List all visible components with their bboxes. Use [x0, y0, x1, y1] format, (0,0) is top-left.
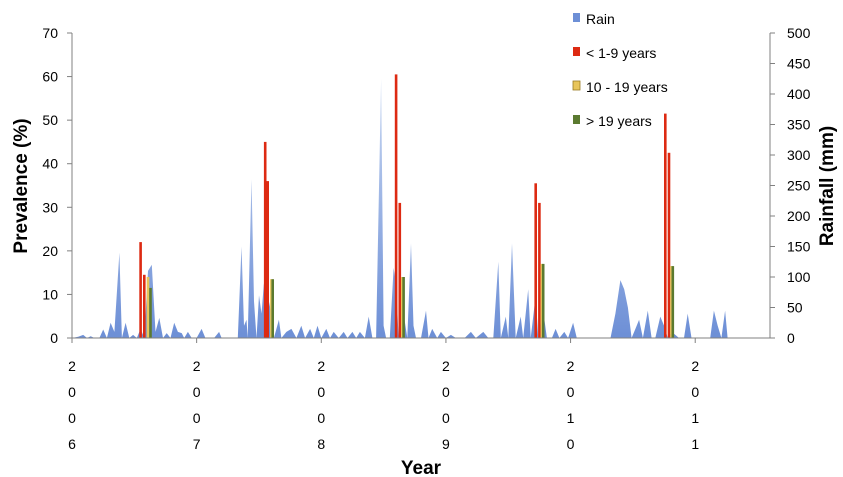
x-tick-label-digit: 2 — [567, 358, 575, 374]
right-tick-label: 100 — [787, 269, 811, 285]
right-tick-label: 400 — [787, 86, 811, 102]
bar--19-years — [149, 287, 152, 338]
x-tick-label-digit: 0 — [442, 384, 450, 400]
x-tick-label-digit: 0 — [193, 410, 201, 426]
x-tick-label-digit: 0 — [442, 410, 450, 426]
legend-swatch — [573, 13, 580, 22]
x-tick-label-digit: 0 — [691, 384, 699, 400]
bar--1-9-years — [139, 242, 142, 338]
legend-label: Rain — [586, 11, 615, 27]
x-tick-label-digit: 1 — [567, 410, 575, 426]
left-tick-label: 0 — [50, 330, 58, 346]
bar--1-9-years — [266, 181, 269, 338]
left-tick-label: 30 — [42, 199, 58, 215]
bar--1-9-years — [664, 113, 667, 338]
x-tick-label-digit: 0 — [567, 384, 575, 400]
legend-label: < 1-9 years — [586, 45, 656, 61]
bars-layer — [139, 74, 675, 339]
legend-swatch — [573, 47, 580, 56]
bar--19-years — [671, 266, 675, 338]
bar--1-9-years — [263, 141, 267, 338]
bar--19-years — [541, 263, 545, 338]
left-tick-label: 10 — [42, 286, 58, 302]
right-tick-label: 300 — [787, 147, 811, 163]
x-tick-label-digit: 0 — [317, 410, 325, 426]
bar--1-9-years — [143, 274, 146, 338]
left-tick-label: 70 — [42, 25, 58, 41]
legend: Rain < 1-9 years 10 - 19 years > 19 years — [572, 11, 668, 129]
left-tick-label: 60 — [42, 69, 58, 85]
x-tick-label-digit: 2 — [193, 358, 201, 374]
legend-label: 10 - 19 years — [586, 79, 668, 95]
x-tick-label-digit: 0 — [193, 384, 201, 400]
bar--1-9-years — [394, 74, 398, 339]
bar--1-9-years — [667, 152, 671, 338]
x-tick-label-digit: 0 — [317, 384, 325, 400]
x-axis-title: Year — [401, 458, 442, 477]
x-tick-label-digit: 2 — [317, 358, 325, 374]
right-tick-label: 350 — [787, 117, 811, 133]
x-tick-labels: 2 0 0 6 2 0 0 7 2 0 0 8 2 0 0 9 2 0 1 0 2 0 1 1 — [68, 338, 699, 452]
bar-10-19-years — [146, 277, 150, 338]
x-tick-label-digit: 9 — [442, 436, 450, 452]
legend-swatch — [572, 80, 581, 91]
right-tick-label: 50 — [787, 300, 803, 316]
x-tick-label-digit: 0 — [68, 410, 76, 426]
right-tick-label: 250 — [787, 178, 811, 194]
right-tick-label: 500 — [787, 25, 811, 41]
right-tick-label: 0 — [787, 330, 795, 346]
right-tick-label: 200 — [787, 208, 811, 224]
bar--1-9-years — [538, 202, 541, 338]
x-tick-label-digit: 7 — [193, 436, 201, 452]
x-tick-label-digit: 6 — [68, 436, 76, 452]
right-tick-labels: 0 50 100 150 200 250 300 350 400 450 500 — [770, 25, 811, 346]
x-tick-label-digit: 0 — [567, 436, 575, 452]
x-tick-label-digit: 0 — [68, 384, 76, 400]
legend-swatch — [573, 115, 580, 124]
x-tick-label-digit: 8 — [317, 436, 325, 452]
bar--19-years — [402, 277, 405, 338]
x-tick-label-digit: 1 — [691, 410, 699, 426]
x-tick-label-digit: 1 — [691, 436, 699, 452]
left-tick-label: 20 — [42, 243, 58, 259]
right-tick-label: 450 — [787, 56, 811, 72]
left-tick-label: 50 — [42, 112, 58, 128]
y-axis-title-right: Rainfall (mm) — [817, 126, 838, 246]
bar-10-19-years — [540, 263, 544, 338]
bar--1-9-years — [534, 183, 537, 338]
x-tick-label-digit: 2 — [442, 358, 450, 374]
bar--1-9-years — [398, 202, 402, 338]
left-tick-labels: 0 10 20 30 40 50 60 70 — [42, 25, 72, 346]
legend-label: > 19 years — [586, 113, 652, 129]
y-axis-title-left: Prevalence (%) — [11, 118, 32, 253]
bar--19-years — [271, 279, 274, 338]
x-tick-label-digit: 2 — [68, 358, 76, 374]
x-tick-label-digit: 2 — [691, 358, 699, 374]
right-tick-label: 150 — [787, 239, 811, 255]
left-tick-label: 40 — [42, 156, 58, 172]
